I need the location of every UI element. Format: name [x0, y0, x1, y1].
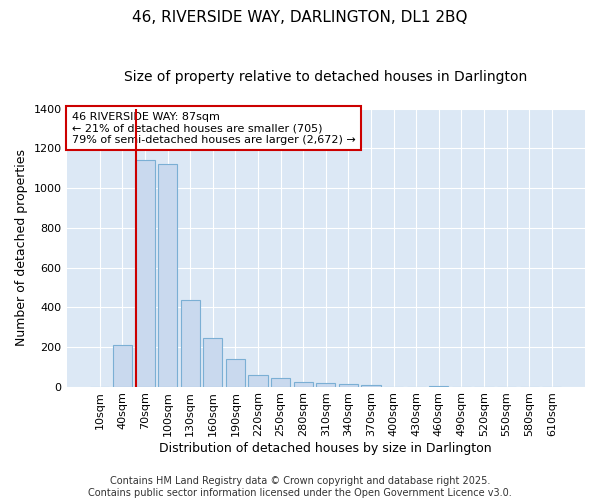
Bar — [271, 378, 290, 386]
Bar — [203, 338, 223, 386]
Bar — [158, 164, 177, 386]
Bar — [113, 345, 132, 387]
Bar — [316, 382, 335, 386]
X-axis label: Distribution of detached houses by size in Darlington: Distribution of detached houses by size … — [160, 442, 492, 455]
Bar — [361, 384, 380, 386]
Text: Contains HM Land Registry data © Crown copyright and database right 2025.
Contai: Contains HM Land Registry data © Crown c… — [88, 476, 512, 498]
Bar — [248, 374, 268, 386]
Bar — [293, 382, 313, 386]
Title: Size of property relative to detached houses in Darlington: Size of property relative to detached ho… — [124, 70, 527, 84]
Bar — [226, 359, 245, 386]
Bar — [339, 384, 358, 386]
Text: 46, RIVERSIDE WAY, DARLINGTON, DL1 2BQ: 46, RIVERSIDE WAY, DARLINGTON, DL1 2BQ — [132, 10, 468, 25]
Text: 46 RIVERSIDE WAY: 87sqm
← 21% of detached houses are smaller (705)
79% of semi-d: 46 RIVERSIDE WAY: 87sqm ← 21% of detache… — [72, 112, 355, 145]
Bar — [181, 300, 200, 386]
Y-axis label: Number of detached properties: Number of detached properties — [15, 149, 28, 346]
Bar — [136, 160, 155, 386]
